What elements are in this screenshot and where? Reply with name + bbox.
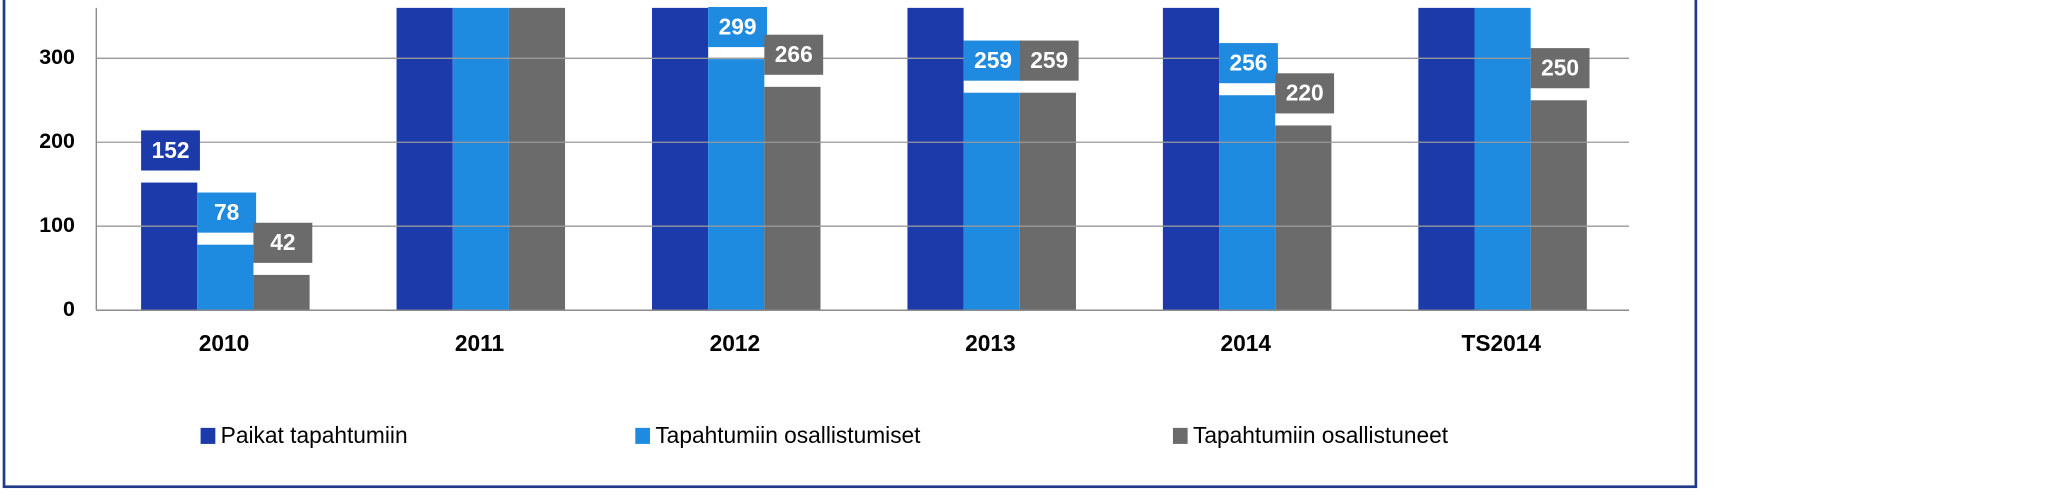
bar [1530,100,1587,311]
bar [1275,125,1332,311]
bar [396,7,453,311]
bar [1162,7,1220,311]
bar [253,274,310,311]
data-label: 78 [214,199,239,225]
legend-swatch [635,427,650,444]
data-label: 220 [1286,80,1324,106]
data-label: 259 [974,47,1012,73]
x-tick-label: 2012 [710,330,761,356]
legend-label: Paikat tapahtumiin [221,422,408,448]
bar [508,7,566,311]
bar [141,182,198,311]
data-label: 299 [719,13,757,39]
bar [1219,95,1276,311]
data-label-box [197,192,257,233]
data-label-box [141,130,200,171]
y-tick-label: 300 [39,45,75,69]
data-label-box [1019,40,1079,81]
data-label-box [708,6,768,48]
data-label-box [1219,43,1278,84]
legend-label: Tapahtumiin osallistuneet [1193,422,1449,448]
x-tick-label: 2013 [965,330,1016,356]
bar [197,244,254,311]
bar [1019,92,1076,311]
data-label: 152 [152,137,190,163]
x-tick-label: TS2014 [1461,330,1541,356]
bar [708,59,765,311]
x-tick-label: 2011 [455,330,504,356]
bar [907,7,964,311]
bar [1418,7,1475,311]
data-label: 42 [270,229,295,255]
data-label: 266 [775,41,813,67]
bar [764,86,821,311]
data-label: 256 [1230,49,1268,75]
data-label-box [1530,48,1590,89]
data-label-box [253,222,313,263]
bar [651,7,709,311]
legend-label: Tapahtumiin osallistumiset [655,422,921,448]
bar [1474,7,1531,311]
plot-area [141,7,1587,311]
legend-swatch [200,427,216,444]
legend-swatch [1172,427,1188,444]
data-label-box [1275,73,1335,114]
y-tick-label: 200 [39,129,75,153]
data-label-box [764,34,824,75]
x-tick-label: 2014 [1221,330,1272,356]
bar [963,92,1020,311]
x-tick-label: 2010 [199,330,250,356]
data-label: 250 [1541,55,1579,81]
data-label-box [963,40,1023,81]
y-tick-label: 100 [39,213,75,237]
y-tick-label: 0 [63,297,75,321]
bar [452,7,509,311]
data-label: 259 [1030,47,1068,73]
